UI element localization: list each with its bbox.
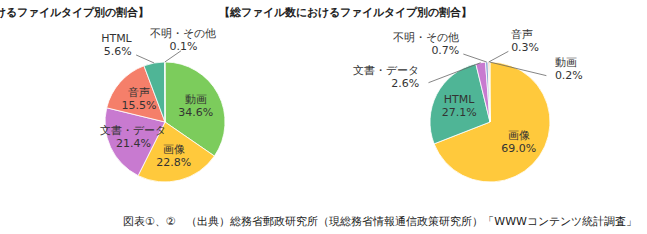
svg-text:【総ファイル数におけるファイルタイプ別の割合】: 【総ファイル数におけるファイルタイプ別の割合】 [219, 6, 472, 19]
svg-text:音声15.5%: 音声15.5% [121, 86, 156, 112]
svg-text:文書・データ2.6%: 文書・データ2.6% [353, 64, 419, 90]
svg-text:文書・データ21.4%: 文書・データ21.4% [100, 124, 166, 150]
svg-text:画像69.0%: 画像69.0% [501, 129, 536, 155]
svg-text:【総データ量におけるファイルタイプ別の割合】: 【総データ量におけるファイルタイプ別の割合】 [0, 6, 149, 19]
svg-text:音声0.3%: 音声0.3% [511, 28, 539, 54]
svg-text:画像22.8%: 画像22.8% [156, 143, 191, 169]
svg-text:動画34.6%: 動画34.6% [178, 93, 213, 119]
svg-text:不明・その他0.1%: 不明・その他0.1% [150, 27, 216, 53]
svg-text:不明・その他0.7%: 不明・その他0.7% [393, 31, 459, 57]
svg-text:動画0.2%: 動画0.2% [555, 56, 583, 82]
svg-text:HTML5.6%: HTML5.6% [101, 32, 132, 58]
html-text:図表①、② （出典）総務省郵政研究所（現総務省情報通信政策研: 図表①、② （出典）総務省郵政研究所（現総務省情報通信政策研究所）「WWWコンテ… [122, 215, 637, 228]
svg-text:HTML27.1%: HTML27.1% [442, 93, 477, 119]
